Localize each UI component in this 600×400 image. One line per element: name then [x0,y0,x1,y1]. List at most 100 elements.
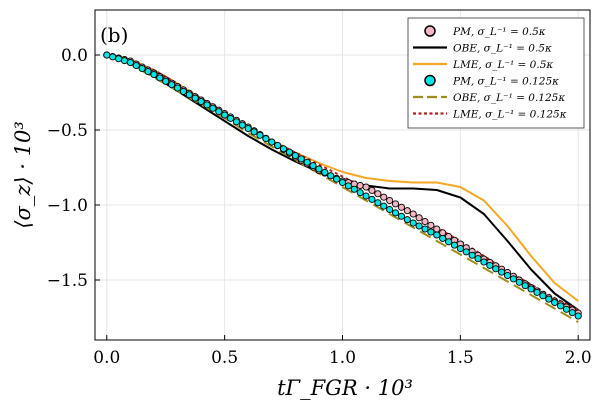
data-point [527,285,535,293]
data-point [391,209,400,217]
legend-label: OBE, σ_L⁻¹ = 0.125κ [453,92,565,104]
data-point [115,55,123,63]
data-point [545,295,553,303]
data-point [421,217,429,226]
data-point [144,67,152,76]
data-point [226,114,235,122]
data-point [427,228,435,236]
data-point [415,222,423,230]
data-point [480,258,488,266]
data-point [397,212,405,220]
data-point [574,312,582,320]
data-point [445,238,453,246]
series-line-4 [106,54,579,323]
data-point [262,135,270,143]
data-point [433,231,441,239]
x-tick-label: 2.0 [565,348,592,368]
data-point [209,104,217,112]
data-point [191,94,199,102]
legend-box [407,17,585,129]
data-point [374,190,382,198]
data-point [462,248,470,256]
data-point [173,84,182,92]
data-point [238,121,246,129]
data-point [403,207,411,215]
data-point [303,158,311,166]
x-tick-label: 1.5 [447,348,474,368]
data-point [515,278,523,286]
x-tick-label: 0.0 [93,348,120,368]
x-tick-label: 1.0 [329,348,356,368]
data-point [250,128,258,136]
data-point [397,203,405,211]
legend-marker [424,25,436,37]
data-point [315,165,323,173]
data-point [503,271,512,280]
legend-marker [424,74,436,87]
data-point [291,151,299,160]
data-point [374,199,382,207]
data-point [197,97,205,106]
data-point [409,210,417,218]
data-point [539,292,547,300]
x-axis-label: tΓ_FGR · 10³ [277,376,413,400]
y-tick-label: −1.5 [47,271,88,291]
data-point [150,70,158,79]
data-point [492,265,500,273]
data-point [120,57,129,65]
legend-label: PM, σ_L⁻¹ = 0.125κ [452,76,559,88]
data-point [344,182,352,190]
data-point [132,61,140,70]
x-tick-label: 0.5 [211,348,238,368]
y-tick-label: 0.0 [61,46,88,66]
data-point [244,124,252,133]
data-point [274,141,282,149]
data-point [474,255,482,263]
data-point [380,202,388,210]
data-point [433,225,441,233]
data-point [297,155,305,163]
legend-label: PM, σ_L⁻¹ = 0.5κ [452,26,546,38]
legend-label: OBE, σ_L⁻¹ = 0.5κ [453,43,552,55]
data-point [427,221,435,229]
data-point [386,196,394,205]
data-point [468,251,476,259]
data-point [162,77,170,85]
data-point [103,51,111,59]
data-point [285,148,294,156]
data-point [256,131,264,139]
data-point [168,81,176,89]
data-point [362,183,370,191]
legend: PM, σ_L⁻¹ = 0.5κ OBE, σ_L⁻¹ = 0.5κ LME, σ_… [407,17,585,129]
legend-label: LME, σ_L⁻¹ = 0.5κ [452,59,553,71]
data-point [221,111,229,119]
data-point [356,189,364,197]
data-point [551,298,559,307]
data-point [521,282,529,290]
data-point [562,305,570,313]
data-point [409,219,417,227]
data-point [368,186,376,194]
data-point [327,172,335,180]
data-point [309,162,317,170]
data-point [415,214,423,222]
y-axis-label: ⟨σ_z⟩ · 10³ [11,121,35,228]
panel-label: (b) [100,23,128,47]
data-point [439,234,447,242]
y-tick-label: −1.0 [47,196,88,216]
data-point [185,91,193,99]
series-markers-3 [103,51,582,320]
data-point [280,145,288,153]
legend-label: LME, σ_L⁻¹ = 0.125κ [452,109,567,121]
data-point [203,101,211,109]
data-point [386,205,394,214]
data-point [486,261,494,269]
data-point [333,175,341,183]
data-point [232,118,240,126]
data-point [321,168,329,176]
ticks: 0.0 0.5 1.0 1.5 2.0 0.0 −0.5 −1.0 −1.5 [47,46,592,368]
data-point [556,302,565,310]
series-layer [103,51,582,323]
data-point [138,64,146,73]
